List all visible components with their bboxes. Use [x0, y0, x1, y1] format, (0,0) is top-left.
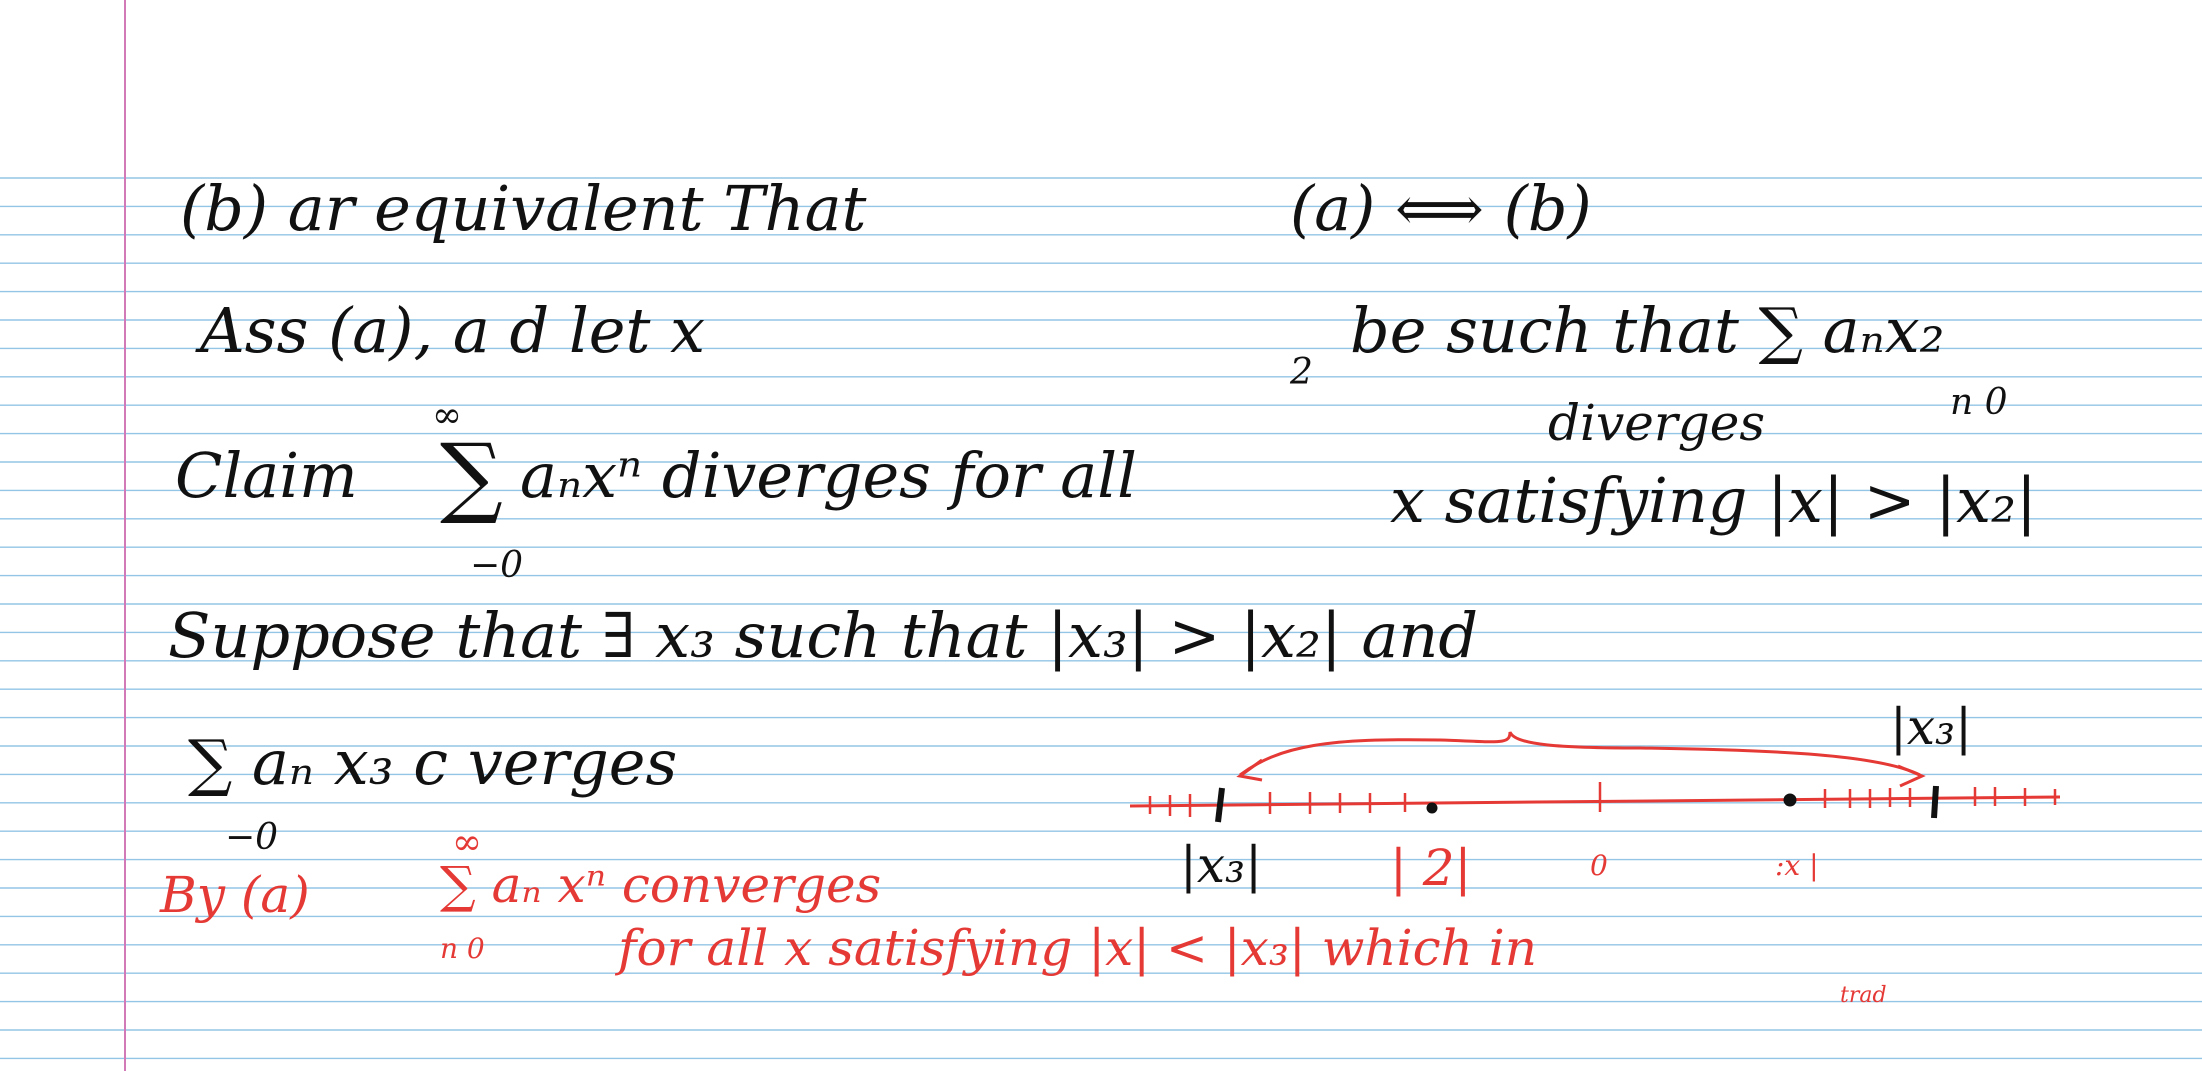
red-note-sum-body: ∑ aₙ xⁿ converges: [440, 856, 882, 914]
number-line-axis: [1129, 795, 2061, 808]
line3-above: diverges: [1548, 394, 1765, 452]
brace-arrow-right: [1897, 764, 1926, 788]
line4-text: Suppose that ∃ x₃ such that |x₃| > |x₂| …: [168, 599, 1479, 672]
number-line-points: [1215, 785, 1939, 823]
red-note-sum-top: ∞: [452, 822, 482, 863]
line3-sum-bottom: −0: [470, 545, 524, 586]
line3-right: x satisfying |x| > |x₂|: [1390, 464, 2037, 537]
number-line-label-zero: 0: [1590, 849, 1608, 882]
line3-sum-body: aₙxⁿ diverges for all: [520, 439, 1137, 512]
line1-right: (a) ⟺ (b): [1290, 172, 1592, 245]
line5-sum-bottom: −0: [225, 817, 279, 858]
red-note-sum-limits: n 0: [440, 932, 485, 965]
line5-sum: ∑ aₙ x₃ c verges: [188, 726, 678, 799]
line2-subscript: 2: [1290, 352, 1313, 393]
number-line-label-right: :x |: [1775, 849, 1819, 882]
line5-label-right: |x₃|: [1890, 698, 1972, 756]
red-note-prefix: By (a): [160, 866, 310, 924]
line3-prefix: Claim: [175, 439, 358, 512]
line2-sum-limits: n 0: [1950, 382, 2008, 423]
line3-sum-top: ∞: [432, 395, 462, 436]
line1-left: (b) ar equivalent That: [180, 172, 867, 245]
number-line-label-left: |x₃|: [1180, 836, 1262, 894]
line2-right: be such that ∑ aₙx₂: [1350, 294, 1945, 367]
line2-left: Ass (a), a d let x: [200, 294, 706, 367]
brace-curve: [1239, 731, 1921, 777]
number-line-ticks: [1148, 782, 2057, 817]
red-note-below: trad: [1840, 983, 1887, 1008]
line3-sum-symbol: ∑: [440, 424, 503, 527]
red-note-line2: for all x satisfying |x| < |x₃| which in: [618, 919, 1537, 977]
number-line-label-mid: | 2|: [1390, 839, 1472, 897]
brace-arrow-left: [1236, 758, 1263, 782]
